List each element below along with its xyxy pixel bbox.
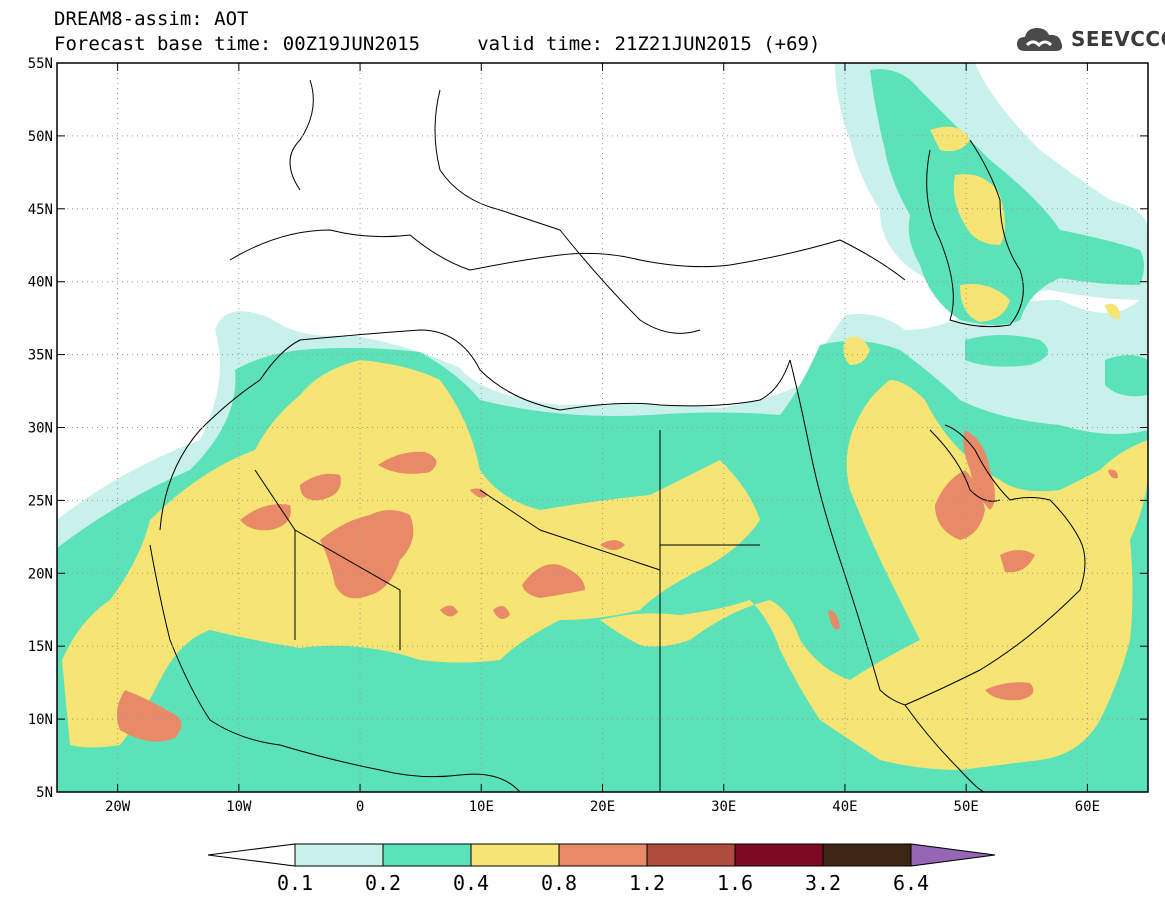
colorbar-lower-triangle	[207, 843, 296, 867]
colorbar-label: 0.2	[365, 871, 401, 895]
x-tick-label: 60E	[1075, 799, 1100, 815]
colorbar-segment	[470, 843, 560, 867]
colorbar-label: 0.4	[453, 871, 489, 895]
colorbar-label: 3.2	[805, 871, 841, 895]
x-tick-label: 0	[356, 799, 364, 815]
colorbar-label: 1.6	[717, 871, 753, 895]
colorbar-segment	[822, 843, 912, 867]
y-tick-label: 5N	[36, 785, 53, 801]
chart-subtitle: Forecast base time: 00Z19JUN2015 valid t…	[54, 33, 821, 55]
aot-level-0.4	[62, 126, 1148, 770]
x-tick-label: 10W	[226, 799, 252, 815]
y-tick-label: 15N	[28, 639, 53, 655]
x-tick-label: 30E	[711, 799, 736, 815]
colorbar-label: 0.1	[277, 871, 313, 895]
x-tick-label: 20E	[590, 799, 615, 815]
aot-fields	[57, 63, 1148, 792]
y-tick-label: 40N	[28, 275, 53, 291]
colorbar-label: 1.2	[629, 871, 665, 895]
colorbar-label: 0.8	[541, 871, 577, 895]
colorbar-label: 6.4	[893, 871, 929, 895]
y-tick-label: 45N	[28, 202, 53, 218]
colorbar-segment	[382, 843, 472, 867]
y-tick-label: 20N	[28, 566, 53, 582]
cloud-icon	[1017, 28, 1063, 51]
chart-title: DREAM8-assim: AOT	[54, 8, 249, 30]
colorbar-segment	[558, 843, 648, 867]
colorbar-segment	[646, 843, 736, 867]
colorbar: 0.1 0.2 0.4 0.8 1.2 1.6 3.2 6.4	[207, 843, 996, 895]
x-tick-label: 10E	[469, 799, 494, 815]
y-tick-label: 10N	[28, 712, 53, 728]
x-tick-label: 40E	[832, 799, 857, 815]
x-tick-label: 50E	[954, 799, 979, 815]
axis-ticks: 20W 10W 0 10E 20E 30E 40E 50E 60E 55N 50N 45N 40N 35N…	[28, 56, 1148, 815]
aot-level-0.8	[116, 430, 1118, 742]
colorbar-upper-triangle	[910, 843, 996, 867]
logo: SEEVCCC	[1015, 22, 1165, 56]
y-tick-label: 25N	[28, 493, 53, 509]
y-tick-label: 35N	[28, 348, 53, 364]
colorbar-segment	[734, 843, 824, 867]
y-tick-label: 50N	[28, 129, 53, 145]
y-tick-label: 30N	[28, 421, 53, 437]
coastlines	[149, 79, 1086, 792]
logo-text: SEEVCCC	[1071, 27, 1165, 51]
colorbar-segment	[294, 843, 384, 867]
y-tick-label: 55N	[28, 56, 53, 72]
x-tick-label: 20W	[105, 799, 131, 815]
